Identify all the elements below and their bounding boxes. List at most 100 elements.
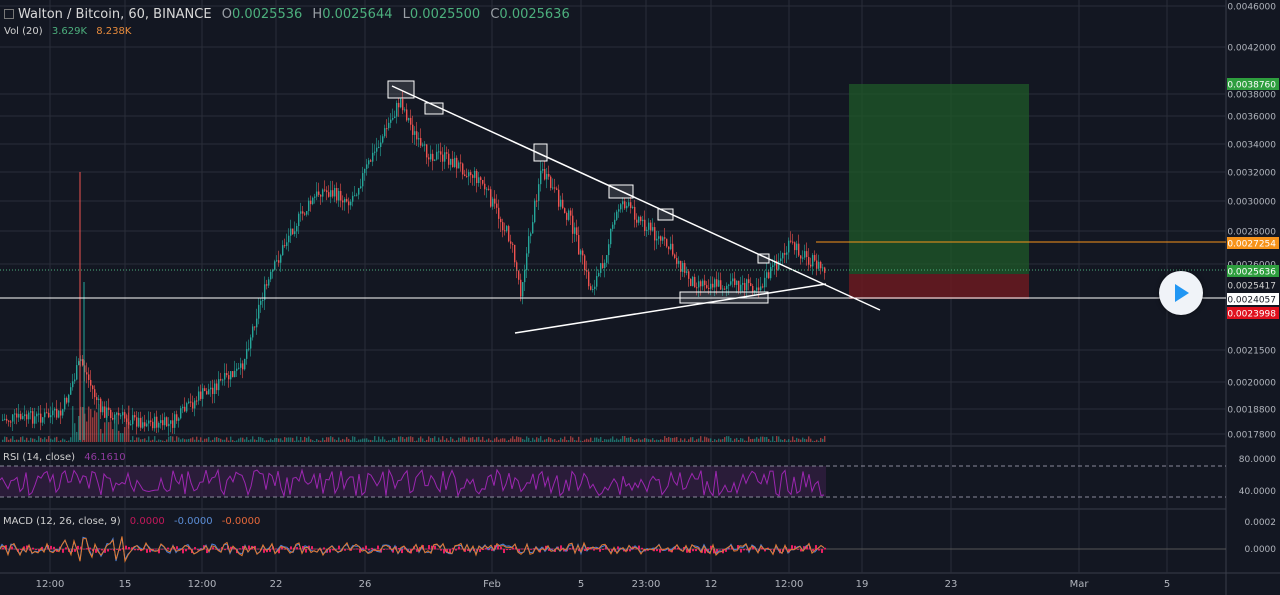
candle-body: [398, 102, 400, 108]
macd-histogram-bar: [167, 547, 169, 550]
volume-bar: [398, 436, 400, 442]
candle-body: [662, 237, 664, 241]
macd-histogram-bar: [5, 545, 7, 550]
volume-bar: [120, 433, 122, 442]
macd-histogram-bar: [677, 547, 679, 550]
candle-body: [692, 276, 694, 286]
macd-histogram-bar: [245, 549, 247, 550]
volume-bar: [218, 438, 220, 442]
macd-histogram-bar: [182, 549, 184, 554]
volume-bar: [556, 440, 558, 442]
macd-histogram-bar: [491, 549, 493, 551]
volume-bar: [720, 439, 722, 442]
candle-body: [176, 414, 178, 421]
candle-body: [724, 288, 726, 290]
macd-histogram-bar: [446, 549, 448, 554]
macd-histogram-bar: [83, 548, 85, 550]
macd-histogram-bar: [158, 549, 160, 554]
candle-body: [506, 226, 508, 231]
volume-bar: [490, 440, 492, 442]
volume-bar: [320, 440, 322, 442]
volume-bar: [276, 437, 278, 442]
volume-bar: [770, 440, 772, 442]
volume-bar: [642, 439, 644, 442]
volume-bar: [324, 440, 326, 442]
collapse-icon[interactable]: [4, 9, 14, 19]
macd-histogram-bar: [2, 547, 4, 550]
candle-body: [486, 188, 488, 190]
macd-histogram-bar: [599, 549, 601, 552]
candle-body: [118, 412, 120, 416]
volume-bar: [484, 440, 486, 442]
candle-body: [554, 187, 556, 189]
candle-body: [254, 326, 256, 328]
macd-histogram-bar: [281, 546, 283, 550]
macd-histogram-bar: [41, 546, 43, 550]
volume-bar: [796, 437, 798, 442]
candle-body: [12, 414, 14, 422]
candle-body: [550, 176, 552, 188]
candle-body: [62, 409, 64, 416]
volume-bar: [98, 404, 100, 442]
candle-body: [706, 285, 708, 288]
candle-body: [312, 197, 314, 205]
volume-bar: [104, 422, 106, 442]
volume-bar: [594, 437, 596, 442]
macd-histogram-bar: [26, 545, 28, 550]
candle-body: [2, 419, 4, 421]
x-tick-label: 12: [705, 579, 718, 590]
candle-body: [74, 379, 76, 382]
candle-body: [562, 199, 564, 209]
y-tick-label: 0.0018800: [1227, 406, 1276, 416]
volume-bar: [354, 436, 356, 442]
candle-body: [656, 238, 658, 241]
candle-body: [300, 211, 302, 214]
candle-body: [812, 255, 814, 267]
volume-bar: [586, 438, 588, 442]
candle-body: [326, 190, 328, 193]
candle-body: [234, 370, 236, 378]
y-tick-label: 0.0042000: [1227, 44, 1276, 54]
y-tick-label: 0.0046000: [1227, 3, 1276, 13]
candle-body: [8, 420, 10, 422]
macd-histogram-bar: [53, 546, 55, 550]
volume-bar: [674, 437, 676, 442]
volume-bar: [296, 436, 298, 442]
volume-bar: [626, 437, 628, 442]
candle-body: [28, 412, 30, 420]
candle-body: [4, 418, 6, 420]
volume-bar: [44, 437, 46, 442]
macd-histogram-bar: [818, 549, 820, 551]
macd-histogram-bar: [14, 548, 16, 550]
candle-body: [438, 151, 440, 153]
volume-bar: [304, 436, 306, 442]
candle-body: [806, 251, 808, 258]
candle-body: [22, 416, 24, 419]
volume-bar: [526, 436, 528, 442]
volume-bar: [330, 436, 332, 442]
macd-histogram-bar: [659, 549, 661, 553]
volume-bar: [504, 438, 506, 442]
annotation-box: [608, 184, 634, 199]
candle-body: [306, 211, 308, 215]
volume-bar: [700, 436, 702, 442]
volume-bar: [564, 436, 566, 442]
volume-bar: [402, 437, 404, 442]
candle-body: [738, 280, 740, 291]
volume-bar: [122, 433, 124, 442]
macd-histogram-bar: [344, 549, 346, 551]
volume-bar: [570, 436, 572, 442]
volume-bar: [238, 438, 240, 442]
y-tick-label: 0.0032000: [1227, 169, 1276, 179]
play-button[interactable]: [1159, 271, 1203, 315]
volume-legend: Vol (20) 3.629K 8.238K: [4, 26, 131, 37]
volume-bar: [652, 438, 654, 442]
volume-bar: [222, 439, 224, 442]
volume-bar: [702, 440, 704, 442]
volume-bar: [524, 439, 526, 442]
volume-bar: [268, 440, 270, 442]
candle-body: [266, 284, 268, 286]
macd-histogram-bar: [776, 548, 778, 550]
